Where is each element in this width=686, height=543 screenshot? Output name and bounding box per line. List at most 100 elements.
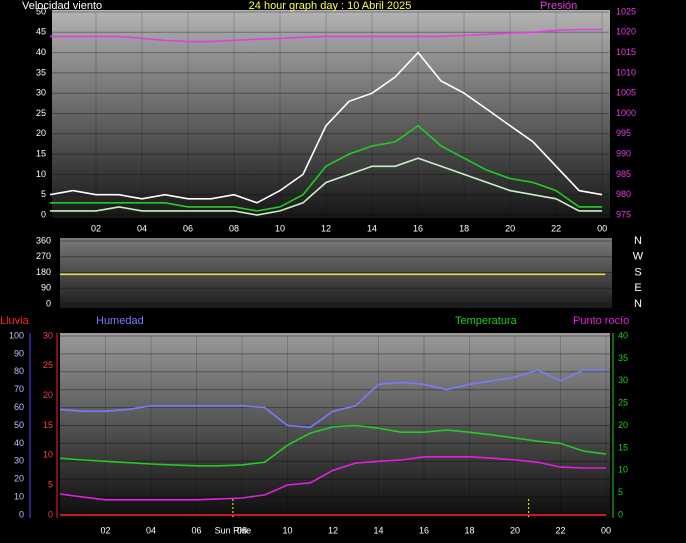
x-tick-label: 12 <box>321 223 331 233</box>
x-tick-label: 10 <box>282 525 292 535</box>
x-tick-label: 04 <box>137 223 147 233</box>
x-tick-label: 22 <box>555 525 565 535</box>
y-tick-label: 45 <box>36 27 46 37</box>
series-line <box>59 455 606 501</box>
x-tick-label: 16 <box>419 525 429 535</box>
y2-tick-label: 30 <box>618 375 628 385</box>
y-tick-label: 5 <box>41 189 46 199</box>
y-tick-label: 20 <box>14 474 24 484</box>
y-tick-label: 25 <box>36 108 46 118</box>
y2-tick-label: 1020 <box>616 27 636 37</box>
y-tick-label: 40 <box>36 47 46 57</box>
y2-tick-label: 5 <box>618 487 623 497</box>
x-tick-label: 06 <box>191 525 201 535</box>
series-line <box>50 124 603 212</box>
y2-axis-title: Presión <box>540 0 577 12</box>
y-tick-label: 50 <box>14 420 24 430</box>
y3-tick-label: 15 <box>43 420 53 430</box>
y-tick-label: 90 <box>14 348 24 358</box>
series-line <box>59 424 607 467</box>
y2-tick-label: E <box>634 282 641 294</box>
y3-tick-label: 0 <box>48 509 53 519</box>
x-tick-label: 02 <box>100 525 110 535</box>
y-tick-label: 10 <box>36 169 46 179</box>
legend-label: Punto rocío <box>573 315 629 327</box>
plot-bg <box>52 10 610 218</box>
x-tick-label: 22 <box>551 223 561 233</box>
y-tick-label: 0 <box>46 298 51 308</box>
y2-tick-label: 1015 <box>616 47 636 57</box>
y-tick-label: 70 <box>14 384 24 394</box>
y-tick-label: 100 <box>9 330 24 340</box>
y2-tick-label: 1010 <box>616 67 636 77</box>
x-tick-label: 16 <box>413 223 423 233</box>
y-tick-label: 15 <box>36 148 46 158</box>
x-tick-label: 20 <box>505 223 515 233</box>
series-line <box>49 51 603 204</box>
y2-tick-label: 20 <box>618 420 628 430</box>
y2-tick-label: 990 <box>616 148 631 158</box>
y2-tick-label: 10 <box>618 465 628 475</box>
x-tick-label: 02 <box>91 223 101 233</box>
y2-tick-label: S <box>634 266 641 278</box>
y2-tick-label: N <box>634 298 642 310</box>
y-tick-label: 0 <box>19 509 24 519</box>
x-tick-label: 08 <box>229 223 239 233</box>
y2-tick-label: 15 <box>618 442 628 452</box>
series-line <box>59 369 606 429</box>
x-tick-label: 06 <box>183 223 193 233</box>
y3-tick-label: 5 <box>48 480 53 490</box>
x-tick-label: 20 <box>510 525 520 535</box>
y3-tick-label: 30 <box>43 330 53 340</box>
x-tick-label: 14 <box>373 525 383 535</box>
y3-tick-label: 25 <box>43 360 53 370</box>
y-tick-label: 90 <box>41 283 51 293</box>
series-line <box>50 28 603 43</box>
y2-tick-label: 995 <box>616 128 631 138</box>
y2-tick-label: W <box>633 251 644 263</box>
y-tick-label: 10 <box>14 491 24 501</box>
x-tick-label: 08 <box>237 525 247 535</box>
x-tick-label: 10 <box>275 223 285 233</box>
legend-label: Lluvia <box>0 315 30 327</box>
plot-bg <box>60 238 612 308</box>
legend-label: Temperatura <box>455 315 518 327</box>
x-tick-label: 00 <box>597 223 607 233</box>
x-tick-label: 12 <box>328 525 338 535</box>
y-tick-label: 60 <box>14 402 24 412</box>
y2-tick-label: N <box>634 235 642 247</box>
y2-tick-label: 980 <box>616 189 631 199</box>
y-tick-label: 360 <box>36 235 51 245</box>
y2-tick-label: 985 <box>616 169 631 179</box>
y2-tick-label: 975 <box>616 209 631 219</box>
annotation: Sun Rise <box>215 525 252 535</box>
y2-tick-label: 0 <box>618 509 623 519</box>
y-tick-label: 50 <box>36 6 46 16</box>
y2-tick-label: 25 <box>618 398 628 408</box>
y-tick-label: 40 <box>14 438 24 448</box>
y-tick-label: 180 <box>36 267 51 277</box>
legend-label: Humedad <box>96 315 144 327</box>
y2-tick-label: 40 <box>618 330 628 340</box>
y3-tick-label: 20 <box>43 390 53 400</box>
y-tick-label: 30 <box>36 88 46 98</box>
x-tick-label: 00 <box>601 525 611 535</box>
y-tick-label: 270 <box>36 251 51 261</box>
x-tick-label: 04 <box>146 525 156 535</box>
y2-tick-label: 35 <box>618 353 628 363</box>
y-axis-title: Velocidad viento <box>22 0 102 12</box>
chart-title: 24 hour graph day : 10 Abril 2025 <box>249 0 412 12</box>
series-line <box>50 157 603 216</box>
x-tick-label: 18 <box>464 525 474 535</box>
y-tick-label: 20 <box>36 128 46 138</box>
y-tick-label: 0 <box>41 209 46 219</box>
y3-tick-label: 10 <box>43 450 53 460</box>
plot-bg <box>60 333 610 518</box>
y-tick-label: 80 <box>14 366 24 376</box>
y2-tick-label: 1000 <box>616 108 636 118</box>
y-tick-label: 35 <box>36 67 46 77</box>
x-tick-label: 18 <box>459 223 469 233</box>
x-tick-label: 14 <box>367 223 377 233</box>
y2-tick-label: 1025 <box>616 6 636 16</box>
